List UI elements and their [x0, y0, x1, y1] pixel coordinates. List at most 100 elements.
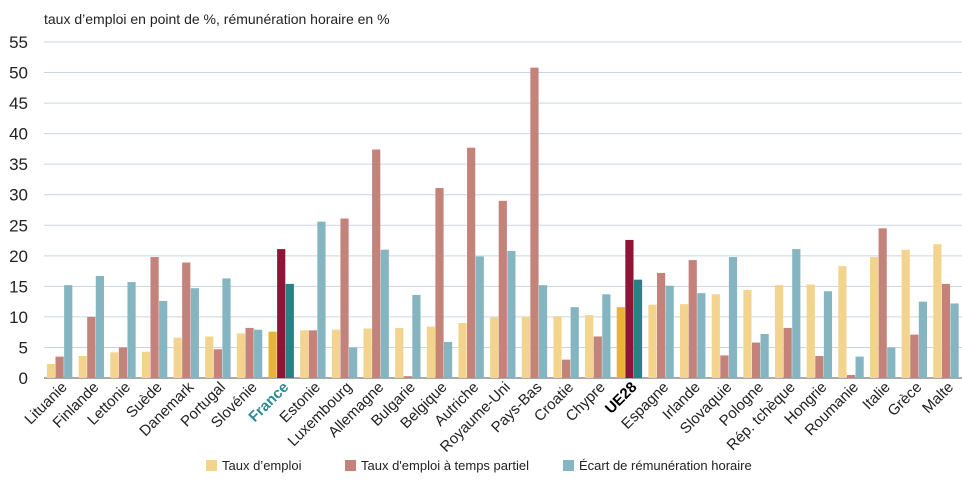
bar — [688, 260, 697, 378]
bar — [458, 323, 467, 378]
bar — [918, 301, 928, 378]
bar — [680, 304, 689, 378]
y-tick-label: 50 — [9, 64, 28, 83]
y-tick-label: 25 — [9, 216, 28, 235]
bar — [887, 347, 896, 378]
bar — [878, 228, 887, 378]
bar — [751, 342, 761, 378]
bar — [349, 347, 358, 378]
bar — [55, 356, 64, 378]
legend-swatch — [345, 460, 356, 471]
bar — [173, 337, 182, 378]
chart-title: taux d’emploi en point de %, rémunératio… — [44, 11, 390, 27]
bar — [277, 249, 286, 378]
y-tick-label: 40 — [9, 125, 28, 144]
y-tick-label: 10 — [9, 308, 28, 327]
bar — [213, 349, 223, 378]
bar — [562, 359, 571, 378]
bar — [340, 218, 349, 378]
bar — [585, 315, 594, 378]
bar — [190, 288, 199, 378]
bar — [720, 355, 729, 378]
bar — [498, 200, 507, 378]
bar — [285, 283, 294, 378]
bar — [538, 285, 548, 378]
bar — [530, 67, 539, 379]
bar — [159, 301, 168, 378]
bar — [118, 347, 128, 378]
bar — [593, 336, 602, 378]
bar — [743, 290, 752, 378]
legend-swatch — [563, 460, 574, 471]
bar — [711, 294, 720, 378]
bar — [95, 275, 104, 378]
bar — [855, 356, 864, 378]
bar — [150, 257, 159, 378]
bar — [182, 262, 191, 378]
bar — [141, 351, 151, 378]
bar — [648, 304, 657, 378]
y-tick-label: 0 — [19, 369, 28, 388]
legend-label: Taux d’emploi — [222, 458, 302, 473]
y-tick-label: 45 — [9, 94, 28, 113]
bar — [521, 316, 530, 378]
bar — [46, 363, 56, 378]
bar — [950, 303, 959, 378]
bar — [110, 352, 119, 378]
bar — [910, 334, 919, 378]
bar — [308, 330, 317, 378]
bar — [245, 327, 254, 378]
bar — [507, 250, 516, 378]
bar — [774, 285, 784, 378]
bar — [633, 279, 643, 378]
bar — [475, 256, 484, 378]
y-tick-label: 5 — [19, 338, 28, 357]
bar — [395, 327, 404, 378]
bar — [372, 149, 381, 378]
bar — [570, 307, 579, 378]
legend-swatch — [206, 460, 217, 471]
bar — [625, 239, 634, 378]
bar — [933, 244, 942, 378]
bar — [783, 327, 792, 378]
bar — [435, 188, 444, 378]
bar — [380, 249, 389, 378]
bar — [64, 285, 73, 378]
bar — [300, 330, 309, 378]
bar — [901, 249, 910, 378]
bar — [87, 316, 96, 378]
bar — [412, 294, 421, 378]
bar — [205, 336, 214, 378]
bar — [403, 376, 412, 378]
bar — [697, 293, 706, 378]
x-tick-label: Grèce — [884, 379, 925, 420]
y-tick-label: 30 — [9, 186, 28, 205]
bar — [602, 294, 611, 378]
bar — [792, 249, 801, 378]
bar — [490, 317, 499, 378]
bar — [869, 257, 879, 378]
bar — [236, 333, 246, 378]
legend-label: Écart de rémunération horaire — [579, 458, 752, 473]
bar — [941, 283, 951, 378]
bar — [331, 329, 341, 378]
bar — [222, 278, 231, 378]
bar — [553, 316, 562, 378]
y-tick-label: 20 — [9, 247, 28, 266]
y-tick-label: 15 — [9, 277, 28, 296]
y-tick-label: 55 — [9, 33, 28, 52]
bar — [838, 266, 847, 378]
bar — [254, 329, 263, 378]
bar — [665, 285, 674, 378]
bar — [728, 257, 738, 378]
bar — [268, 331, 277, 378]
bar — [78, 356, 87, 378]
bar — [317, 221, 326, 378]
bar — [815, 356, 824, 378]
bar — [426, 326, 435, 378]
bar — [656, 272, 666, 378]
legend-label: Taux d'emploi à temps partiel — [361, 458, 529, 473]
bar — [823, 291, 833, 378]
bar — [443, 341, 453, 378]
